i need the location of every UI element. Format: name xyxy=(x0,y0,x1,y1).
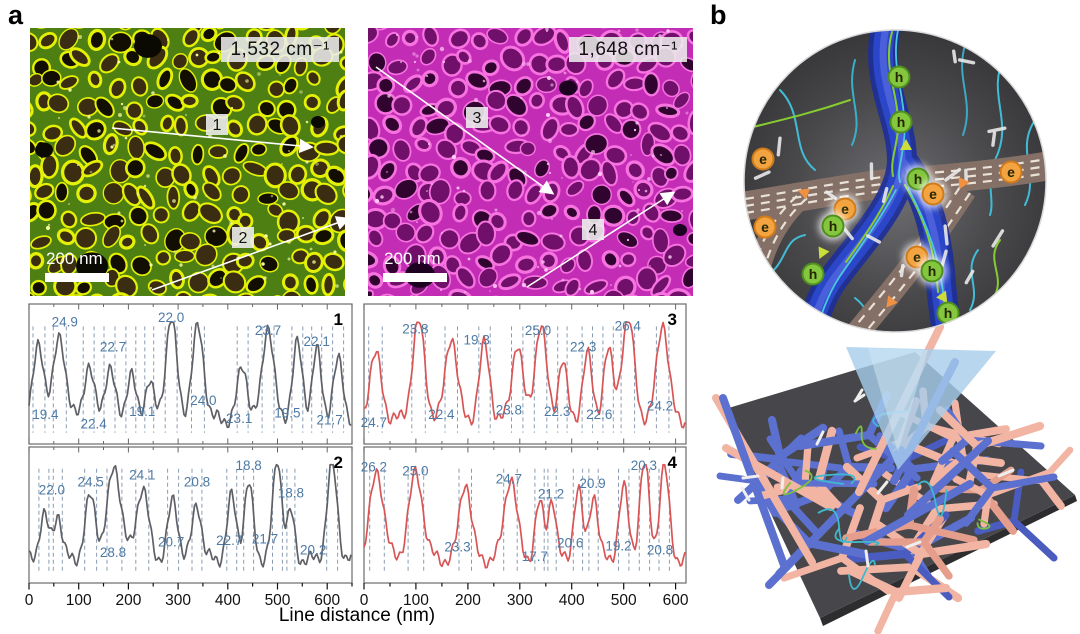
x-axis-title: Line distance (nm) xyxy=(278,605,436,626)
scale-bar-label: 200 nm xyxy=(384,249,441,268)
carrier-arrows xyxy=(797,139,970,308)
svg-text:e: e xyxy=(841,201,849,217)
scale-bar xyxy=(383,273,447,282)
svg-text:100: 100 xyxy=(66,592,92,609)
line-arrows-overlay-2: 34 xyxy=(375,66,676,288)
svg-text:h: h xyxy=(897,114,906,130)
svg-text:20.3: 20.3 xyxy=(631,458,657,473)
svg-text:20.8: 20.8 xyxy=(184,474,210,489)
electron-pathways xyxy=(744,151,1046,332)
wavenumber-label-1648: 1,648 cm⁻¹ xyxy=(569,37,687,62)
svg-text:20.6: 20.6 xyxy=(557,536,583,551)
svg-text:3: 3 xyxy=(473,110,482,127)
afm-texture-1648 xyxy=(368,28,693,296)
svg-text:23.8: 23.8 xyxy=(402,321,428,336)
svg-text:22.4: 22.4 xyxy=(428,407,455,422)
svg-text:19.1: 19.1 xyxy=(129,404,155,419)
wavenumber-label-1532: 1,532 cm⁻¹ xyxy=(221,37,339,62)
svg-text:500: 500 xyxy=(611,592,637,609)
svg-text:21.2: 21.2 xyxy=(538,487,564,502)
svg-text:20.2: 20.2 xyxy=(300,542,326,557)
svg-text:4: 4 xyxy=(668,453,678,472)
svg-text:20.9: 20.9 xyxy=(579,476,605,491)
svg-text:19.2: 19.2 xyxy=(605,538,631,553)
svg-text:24.5: 24.5 xyxy=(77,474,103,489)
svg-text:25.0: 25.0 xyxy=(402,464,428,479)
svg-text:22.0: 22.0 xyxy=(39,483,65,498)
fiber-network-3d xyxy=(712,323,1077,634)
svg-text:h: h xyxy=(895,69,904,85)
svg-text:3: 3 xyxy=(668,310,677,329)
svg-text:24.1: 24.1 xyxy=(129,468,155,483)
svg-text:e: e xyxy=(913,249,921,265)
svg-text:28.8: 28.8 xyxy=(100,545,126,560)
svg-text:2: 2 xyxy=(239,230,248,247)
svg-text:24.0: 24.0 xyxy=(190,393,216,408)
svg-text:21.7: 21.7 xyxy=(316,412,342,427)
svg-text:600: 600 xyxy=(663,592,689,609)
svg-text:18.8: 18.8 xyxy=(235,458,261,473)
svg-text:h: h xyxy=(914,171,923,187)
svg-text:22.4: 22.4 xyxy=(80,417,107,432)
svg-text:22.6: 22.6 xyxy=(586,407,612,422)
svg-text:18.8: 18.8 xyxy=(278,485,304,500)
crystallite-dashes xyxy=(753,49,1007,285)
svg-text:h: h xyxy=(809,266,818,282)
svg-text:h: h xyxy=(944,305,953,321)
svg-text:24.9: 24.9 xyxy=(52,314,78,329)
svg-text:24.7: 24.7 xyxy=(361,415,387,430)
svg-text:20.7: 20.7 xyxy=(158,534,184,549)
svg-text:h: h xyxy=(928,263,937,279)
svg-text:17.7: 17.7 xyxy=(522,549,548,564)
svg-text:e: e xyxy=(759,151,767,167)
magnifier-beam xyxy=(846,347,996,470)
svg-text:22.3: 22.3 xyxy=(570,340,596,355)
svg-text:2: 2 xyxy=(334,453,343,472)
svg-text:22.7: 22.7 xyxy=(216,533,242,548)
svg-text:26.2: 26.2 xyxy=(361,460,387,475)
svg-text:22.0: 22.0 xyxy=(158,310,184,325)
svg-text:26.4: 26.4 xyxy=(615,319,642,334)
svg-text:23.1: 23.1 xyxy=(226,411,252,426)
panel-b-label: b xyxy=(710,0,727,30)
svg-text:0: 0 xyxy=(25,592,34,609)
svg-text:23.3: 23.3 xyxy=(444,540,470,555)
svg-text:22.1: 22.1 xyxy=(304,334,330,349)
svg-text:19.4: 19.4 xyxy=(32,407,59,422)
line-arrows-overlay-1: 12 xyxy=(111,114,345,291)
scale-bar-label: 200 nm xyxy=(46,249,103,268)
polymer-chains xyxy=(752,44,1036,332)
svg-text:24.2: 24.2 xyxy=(647,398,673,413)
svg-text:e: e xyxy=(929,186,937,202)
svg-text:22.7: 22.7 xyxy=(100,340,126,355)
panel-a-label: a xyxy=(8,0,24,30)
scale-bar xyxy=(45,273,109,282)
svg-text:20.8: 20.8 xyxy=(647,542,673,557)
hole-pathways xyxy=(793,30,965,332)
svg-text:23.8: 23.8 xyxy=(496,403,522,418)
svg-text:23.7: 23.7 xyxy=(255,323,281,338)
svg-text:1: 1 xyxy=(334,310,343,329)
svg-text:e: e xyxy=(761,219,769,235)
svg-text:h: h xyxy=(829,218,838,234)
svg-text:21.7: 21.7 xyxy=(252,532,278,547)
svg-text:19.3: 19.3 xyxy=(464,333,490,348)
svg-text:4: 4 xyxy=(589,222,598,239)
svg-text:e: e xyxy=(1007,164,1015,180)
svg-text:24.7: 24.7 xyxy=(496,472,522,487)
svg-text:25.0: 25.0 xyxy=(525,323,551,338)
svg-text:22.3: 22.3 xyxy=(544,404,570,419)
svg-text:19.5: 19.5 xyxy=(274,405,300,420)
svg-text:1: 1 xyxy=(213,117,222,134)
